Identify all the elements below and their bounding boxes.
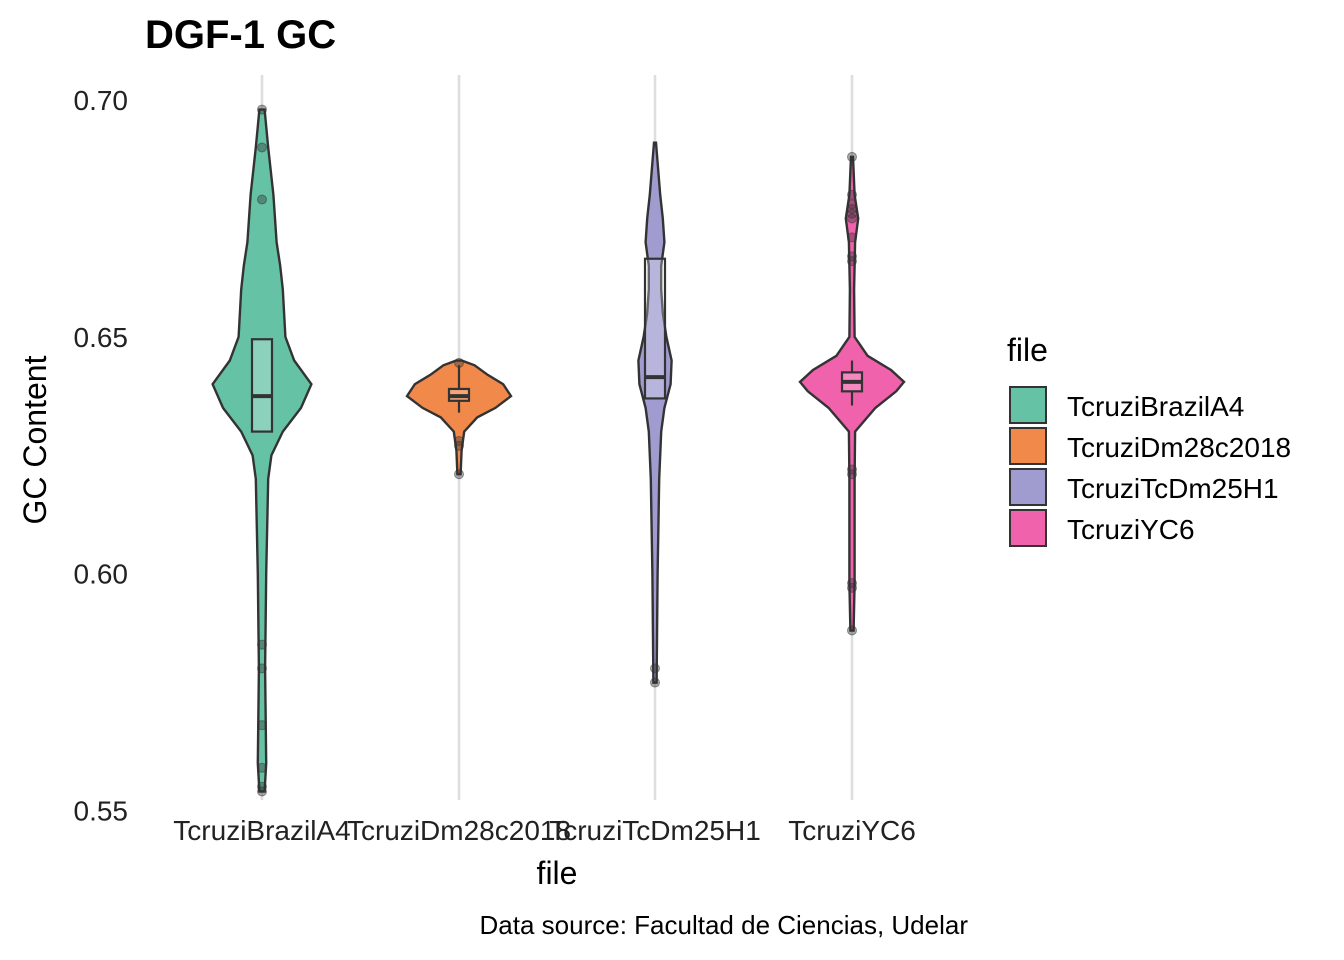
outlier-point — [847, 189, 857, 200]
x-tick-labels: TcruziBrazilA4TcruziDm28c2018TcruziTcDm2… — [173, 815, 915, 846]
boxplots — [250, 257, 864, 433]
outlier-point — [454, 440, 464, 451]
legend-label-TcruziYC6: TcruziYC6 — [1067, 514, 1195, 545]
outlier-point — [847, 151, 857, 162]
y-tick-label: 0.70 — [74, 85, 129, 116]
violins — [211, 108, 906, 793]
y-tick-label: 0.55 — [74, 795, 129, 826]
box-TcruziBrazilA4 — [250, 338, 274, 433]
outlier-point — [847, 256, 857, 267]
legend-label-TcruziTcDm25H1: TcruziTcDm25H1 — [1067, 473, 1279, 504]
y-axis-title: GC Content — [17, 355, 53, 524]
violin-TcruziBrazilA4 — [211, 108, 313, 793]
outlier-point — [257, 194, 267, 205]
outlier-points — [257, 104, 857, 797]
legend-items: TcruziBrazilA4 TcruziDm28c2018 TcruziTcDm2… — [1009, 386, 1291, 547]
outlier-point — [257, 104, 267, 115]
x-tick-label: TcruziBrazilA4 — [173, 815, 350, 846]
y-tick-label: 0.65 — [74, 322, 129, 353]
outlier-point — [847, 469, 857, 480]
outlier-point — [650, 663, 660, 674]
x-tick-label: TcruziDm28c2018 — [347, 815, 571, 846]
outlier-point — [257, 663, 267, 674]
legend-label-TcruziBrazilA4: TcruziBrazilA4 — [1067, 391, 1244, 422]
outlier-point — [454, 357, 464, 368]
outlier-point — [847, 582, 857, 593]
outlier-point — [257, 639, 267, 650]
outlier-point — [650, 677, 660, 688]
legend-label-TcruziDm28c2018: TcruziDm28c2018 — [1067, 432, 1291, 463]
x-tick-label: TcruziYC6 — [788, 815, 916, 846]
outlier-point — [257, 762, 267, 773]
outlier-point — [257, 142, 267, 153]
legend-swatch-TcruziTcDm25H1 — [1009, 468, 1047, 506]
violin-TcruziDm28c2018 — [405, 359, 513, 476]
outlier-point — [454, 469, 464, 480]
chart-title: DGF-1 GC — [145, 13, 336, 57]
legend: file TcruziBrazilA4TcruziDm28c2018Tcruzi… — [1007, 332, 1291, 547]
box-TcruziTcDm25H1 — [643, 257, 667, 400]
legend-swatch-TcruziDm28c2018 — [1009, 427, 1047, 465]
caption: Data source: Facultad de Ciencias, Udela… — [480, 910, 969, 940]
outlier-point — [847, 232, 857, 243]
violin-TcruziTcDm25H1 — [637, 141, 673, 684]
outlier-point — [257, 786, 267, 797]
y-tick-label: 0.60 — [74, 559, 129, 590]
x-axis-title: file — [537, 855, 578, 891]
legend-title: file — [1007, 332, 1048, 368]
x-tick-label: TcruziTcDm25H1 — [549, 815, 761, 846]
y-tick-labels: 0.55 0.60 0.65 0.70 — [74, 85, 129, 826]
legend-swatch-TcruziBrazilA4 — [1009, 386, 1047, 424]
legend-swatch-TcruziYC6 — [1009, 509, 1047, 547]
outlier-point — [847, 625, 857, 636]
grid-lines — [260, 75, 854, 800]
outlier-point — [257, 720, 267, 731]
outlier-point — [847, 213, 857, 224]
